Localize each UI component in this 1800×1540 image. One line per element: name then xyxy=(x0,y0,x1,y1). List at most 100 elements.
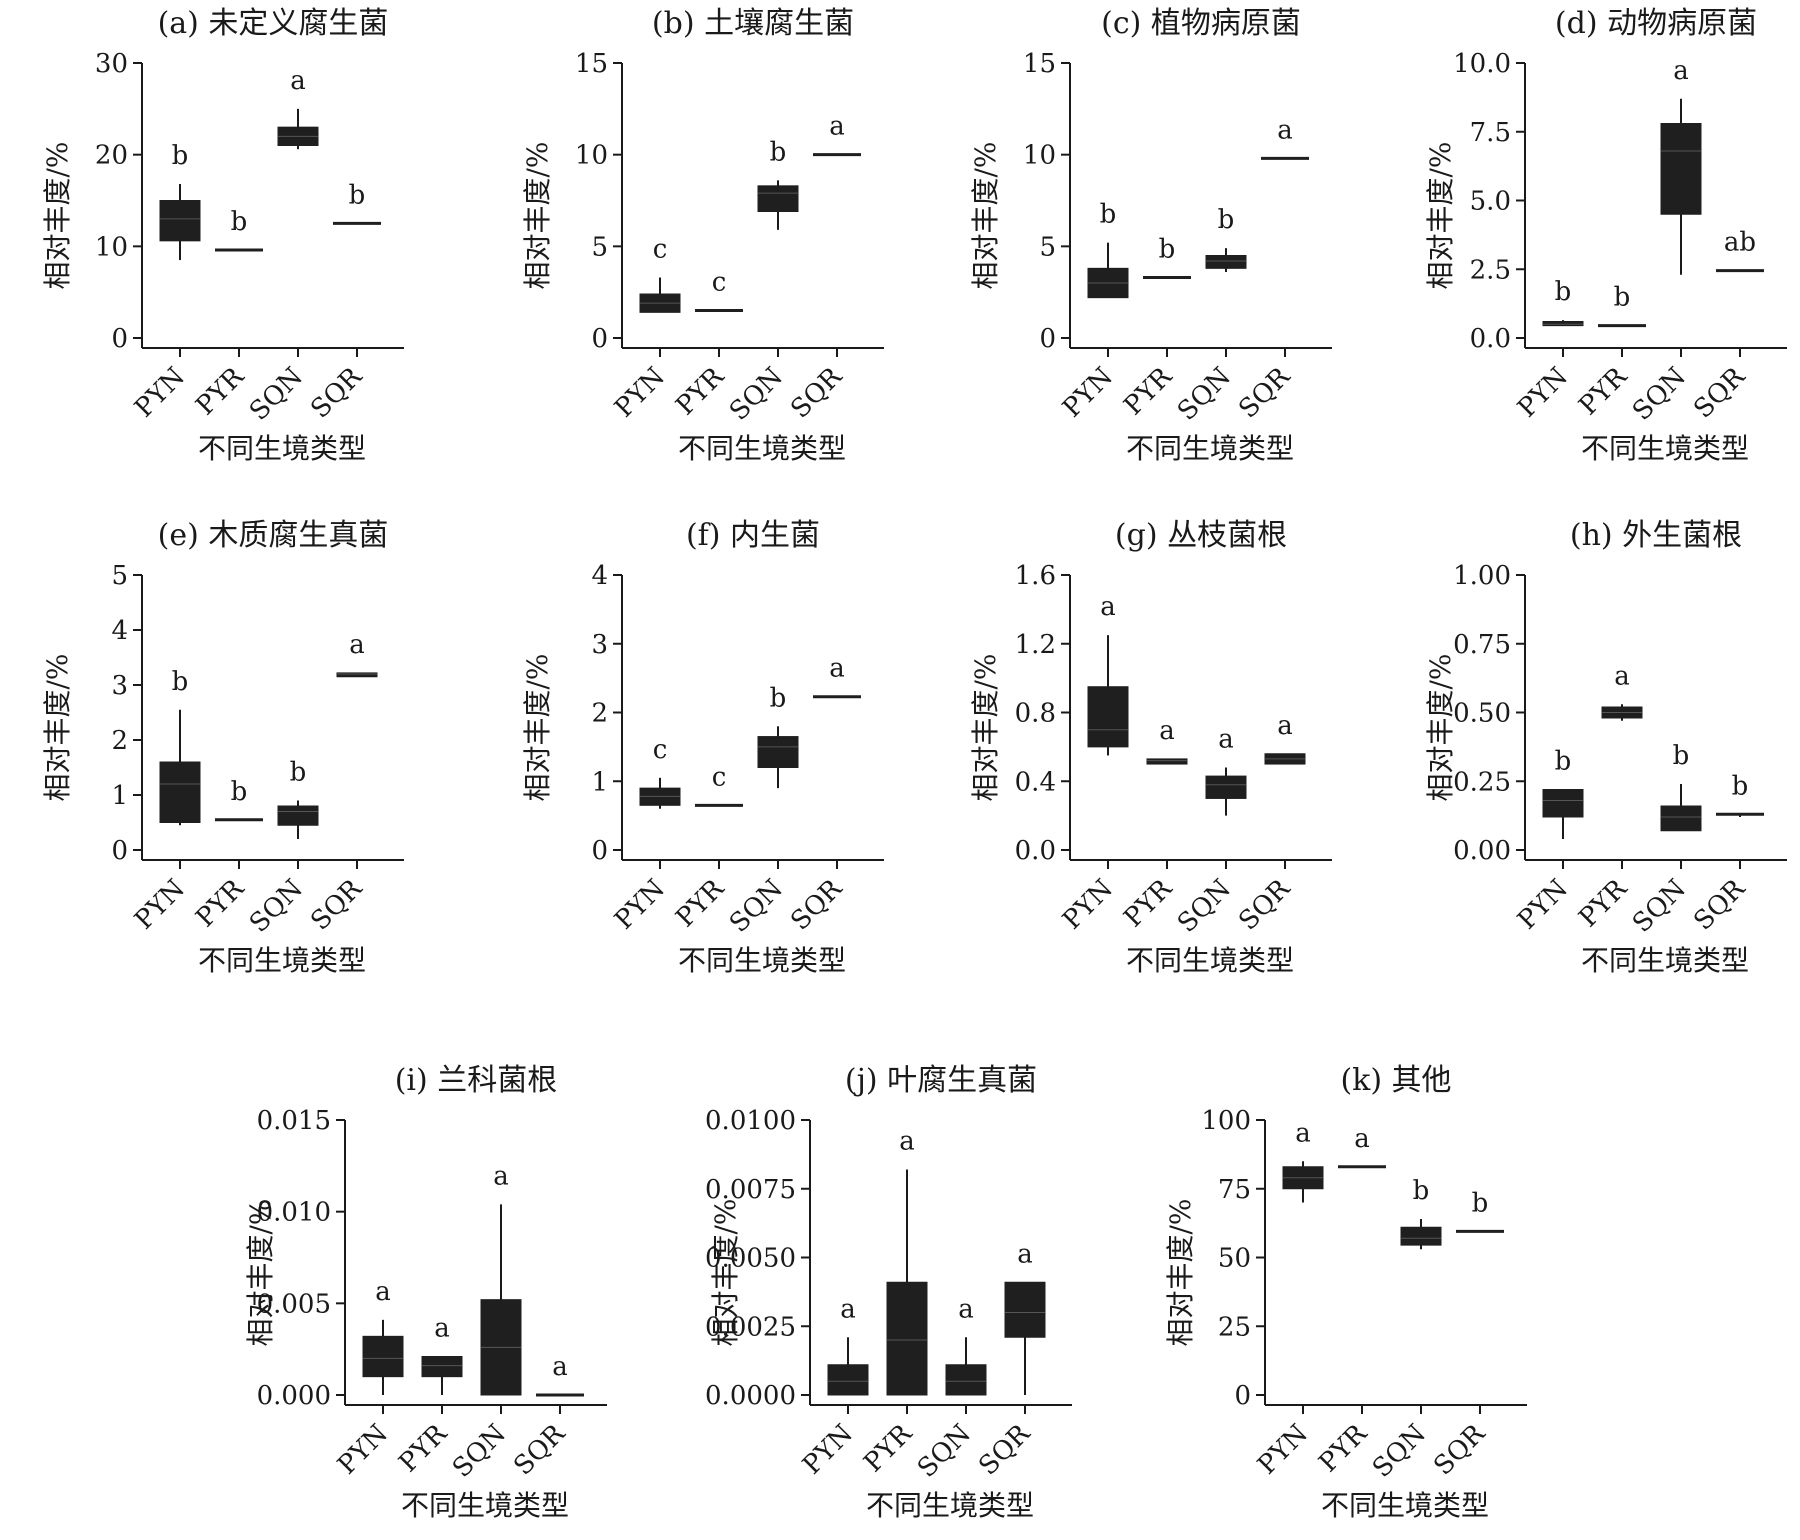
significance-letter: b xyxy=(349,180,366,210)
x-tick-label: PYN xyxy=(609,362,671,424)
x-axis-label: 不同生境类型 xyxy=(1581,944,1749,977)
x-tick-label: SQN xyxy=(447,1419,512,1484)
significance-letter: b xyxy=(172,141,189,171)
box-body xyxy=(1005,1282,1045,1337)
box-sqr xyxy=(337,673,377,677)
panel-j: (j) 叶腐生真菌0.00000.00250.00500.00750.0100相… xyxy=(705,1063,1072,1522)
significance-letter: a xyxy=(1354,1124,1370,1154)
box-sqn xyxy=(1661,784,1701,831)
box-body xyxy=(1543,790,1583,818)
x-axis-label: 不同生境类型 xyxy=(401,1489,569,1522)
y-tick-label: 0 xyxy=(1039,324,1056,354)
y-tick-label: 0 xyxy=(111,324,128,354)
x-tick-label: SQN xyxy=(1627,362,1692,427)
y-tick-label: 5.0 xyxy=(1470,187,1511,217)
box-pyr xyxy=(422,1357,462,1396)
box-body xyxy=(1088,687,1128,747)
x-tick-label: SQR xyxy=(785,873,849,937)
significance-letter: a xyxy=(1218,725,1234,755)
y-tick-label: 25 xyxy=(1218,1312,1251,1342)
y-tick-label: 3 xyxy=(591,630,608,660)
box-sqn xyxy=(758,726,798,788)
significance-letter: b xyxy=(1614,283,1631,313)
y-tick-label: 75 xyxy=(1218,1175,1251,1205)
box-pyn xyxy=(1088,243,1128,298)
y-tick-label: 10 xyxy=(95,232,128,262)
y-tick-label: 50 xyxy=(1218,1244,1251,1274)
y-tick-label: 3 xyxy=(111,671,128,701)
box-pyn xyxy=(160,710,200,826)
x-tick-label: PYN xyxy=(1057,362,1119,424)
y-tick-label: 1 xyxy=(591,767,608,797)
significance-letter: b xyxy=(231,207,248,237)
x-tick-label: SQR xyxy=(1688,873,1752,937)
x-tick-label: SQN xyxy=(1172,874,1237,939)
y-tick-label: 100 xyxy=(1201,1106,1251,1136)
x-tick-label: SQN xyxy=(244,362,309,427)
significance-letter: a xyxy=(1277,711,1293,741)
x-tick-label: PYN xyxy=(1252,1419,1314,1481)
y-axis-label: 相对丰度/% xyxy=(969,141,1002,289)
y-tick-label: 0 xyxy=(591,836,608,866)
box-sqn xyxy=(1661,99,1701,275)
box-pyn xyxy=(160,184,200,260)
significance-letter: b xyxy=(1413,1176,1430,1206)
panel-d: (d) 动物病原菌 0.0 2.5 5.0 7.5 10.0 相对丰度/% PYN b PYR b S… xyxy=(1424,6,1787,465)
y-tick-label: 1.6 xyxy=(1015,561,1056,591)
x-tick-label: PYR xyxy=(670,873,731,934)
box-body xyxy=(758,737,798,768)
y-axis-label: 相对丰度/% xyxy=(1164,1198,1197,1346)
x-tick-label: SQR xyxy=(1428,1418,1492,1482)
significance-letter: a xyxy=(290,66,306,96)
y-tick-label: 5 xyxy=(1039,232,1056,262)
x-tick-label: SQR xyxy=(305,361,369,425)
box-pyn xyxy=(1088,635,1128,755)
significance-letter: a xyxy=(552,1352,568,1382)
x-tick-label: PYN xyxy=(129,874,191,936)
box-body xyxy=(422,1357,462,1377)
significance-letter: c xyxy=(653,735,668,765)
y-tick-label: 0.25 xyxy=(1453,767,1511,797)
y-tick-label: 2.5 xyxy=(1470,255,1511,285)
y-tick-label: 1 xyxy=(111,781,128,811)
box-sqn xyxy=(278,801,318,840)
significance-letter: ab xyxy=(1724,228,1756,258)
x-tick-label: SQN xyxy=(724,874,789,939)
significance-letter: a xyxy=(958,1294,974,1324)
x-tick-label: PYR xyxy=(190,873,251,934)
significance-letter: a xyxy=(829,112,845,142)
x-axis-label: 不同生境类型 xyxy=(1581,432,1749,465)
x-tick-label: SQR xyxy=(1233,361,1297,425)
y-tick-label: 10.0 xyxy=(1453,49,1511,79)
significance-letter: b xyxy=(770,683,787,713)
y-tick-label: 0.000 xyxy=(257,1381,331,1411)
y-tick-label: 15 xyxy=(575,49,608,79)
panel-f: (f) 内生菌 0 1 2 3 4 相对丰度/% PYN c PYR c SQN b SQR a 不同生境类型 xyxy=(521,518,884,977)
y-axis-label: 相对丰度/% xyxy=(1424,653,1457,801)
x-tick-label: PYN xyxy=(129,362,191,424)
x-tick-label: SQR xyxy=(1688,361,1752,425)
y-axis-label: 相对丰度/% xyxy=(709,1198,742,1346)
y-tick-label: 4 xyxy=(591,561,608,591)
significance-letter: a xyxy=(1017,1239,1033,1269)
panel-title: (f) 内生菌 xyxy=(686,518,820,553)
box-pyn xyxy=(640,278,680,313)
box-pyn xyxy=(1283,1161,1323,1202)
y-tick-label: 30 xyxy=(95,49,128,79)
x-tick-label: SQR xyxy=(785,361,849,425)
box-body xyxy=(1206,256,1246,269)
x-tick-label: SQR xyxy=(1233,873,1297,937)
significance-letter: c xyxy=(653,235,668,265)
box-body xyxy=(946,1365,986,1395)
y-tick-label: 0.00 xyxy=(1453,836,1511,866)
x-tick-label: PYN xyxy=(1512,874,1574,936)
significance-letter: a xyxy=(1614,661,1630,691)
x-tick-label: PYR xyxy=(1118,361,1179,422)
y-axis-label: 相对丰度/% xyxy=(41,653,74,801)
box-sqn xyxy=(758,180,798,230)
box-sqn xyxy=(1401,1219,1441,1249)
x-axis-label: 不同生境类型 xyxy=(198,432,366,465)
y-tick-label: 0.75 xyxy=(1453,630,1511,660)
x-tick-label: SQN xyxy=(1172,362,1237,427)
x-tick-label: SQN xyxy=(912,1419,977,1484)
